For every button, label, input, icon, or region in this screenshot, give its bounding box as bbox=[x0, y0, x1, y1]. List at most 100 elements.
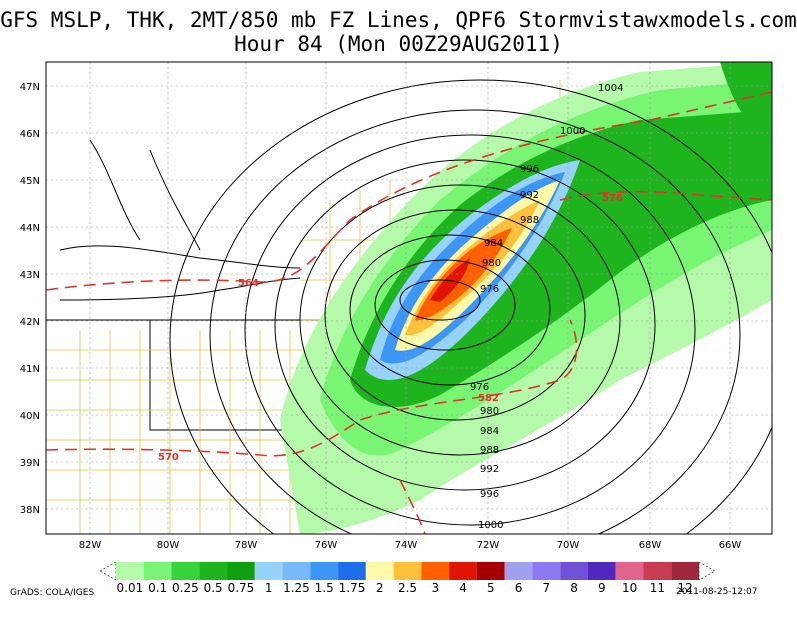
run-timestamp: 2011-08-25-12:07 bbox=[676, 587, 758, 597]
legend-value: 12 bbox=[677, 581, 692, 595]
lat-label: 45N bbox=[20, 176, 40, 187]
isobar-label: 980 bbox=[480, 406, 499, 417]
legend-value: 0.25 bbox=[172, 581, 199, 595]
legend-swatch bbox=[338, 562, 366, 580]
lat-label: 38N bbox=[20, 505, 40, 516]
lon-label: 76W bbox=[315, 540, 338, 551]
legend-labels: 0.01 0.1 0.25 0.5 0.75 1 1.25 1.5 1.75 2 2.5 3 4 5 6 7 8… bbox=[117, 581, 693, 595]
title-line-2: Hour 84 (Mon 00Z29AUG2011) bbox=[234, 32, 563, 56]
lon-label: 66W bbox=[719, 540, 742, 551]
thickness-label: 576 bbox=[602, 193, 623, 204]
title-line-1: GFS MSLP, THK, 2MT/850 mb FZ Lines, QPF6… bbox=[0, 8, 797, 32]
legend-swatch bbox=[116, 562, 144, 580]
longitude-axis: 82W 80W 78W 76W 74W 72W 70W 68W 66W bbox=[79, 540, 742, 551]
isobar-label: 980 bbox=[482, 258, 501, 269]
lat-label: 44N bbox=[20, 223, 40, 234]
legend-swatch bbox=[143, 562, 172, 580]
legend-value: 1.75 bbox=[339, 581, 366, 595]
legend-value: 10 bbox=[622, 581, 637, 595]
legend-value: 3 bbox=[431, 581, 439, 595]
thickness-label: 582 bbox=[478, 393, 499, 404]
legend-boxes bbox=[116, 562, 699, 580]
isobars bbox=[169, 79, 772, 534]
lat-label: 43N bbox=[20, 270, 40, 281]
legend-value: 0.1 bbox=[148, 581, 167, 595]
legend-swatch bbox=[615, 562, 644, 580]
lat-label: 40N bbox=[20, 411, 40, 422]
legend-swatch bbox=[421, 562, 450, 580]
lon-label: 78W bbox=[235, 540, 258, 551]
legend-value: 0.75 bbox=[228, 581, 255, 595]
legend-swatch bbox=[560, 562, 588, 580]
legend-swatch bbox=[310, 562, 339, 580]
isobar-label: 996 bbox=[520, 164, 539, 175]
legend-value: 11 bbox=[650, 581, 665, 595]
thickness-lines bbox=[46, 91, 772, 534]
legend-value: 0.5 bbox=[204, 581, 223, 595]
isobar-label: 988 bbox=[480, 445, 499, 456]
thickness-label: 570 bbox=[158, 452, 179, 463]
grid bbox=[46, 62, 772, 534]
isobar-label: 988 bbox=[520, 215, 539, 226]
legend-swatch bbox=[171, 562, 200, 580]
lat-label: 39N bbox=[20, 458, 40, 469]
grads-credit: GrADS: COLA/IGES bbox=[10, 588, 95, 598]
legend-swatch bbox=[476, 562, 505, 580]
isobar-label: 976 bbox=[480, 284, 499, 295]
legend-value: 2 bbox=[376, 581, 384, 595]
isobar-label: 992 bbox=[480, 464, 499, 475]
map-layers: 1004 1000 996 992 988 984 980 976 976 98… bbox=[46, 62, 772, 534]
legend-value: 1 bbox=[265, 581, 273, 595]
legend-swatch bbox=[227, 562, 255, 580]
legend-value: 4 bbox=[459, 581, 467, 595]
legend-swatch bbox=[643, 562, 672, 580]
isobar-label: 976 bbox=[470, 382, 489, 393]
isobar-label: 984 bbox=[480, 426, 499, 437]
legend-value: 9 bbox=[598, 581, 606, 595]
isobar-label: 1000 bbox=[560, 126, 585, 137]
lon-label: 72W bbox=[477, 540, 500, 551]
legend-swatch bbox=[532, 562, 561, 580]
isobar-label: 1004 bbox=[598, 83, 623, 94]
isobar-label: 992 bbox=[520, 190, 539, 201]
lon-label: 68W bbox=[639, 540, 662, 551]
legend-swatch bbox=[671, 562, 699, 580]
legend-swatch bbox=[504, 562, 533, 580]
qpf-shading bbox=[280, 62, 772, 534]
isobar-labels: 1004 1000 996 992 988 984 980 976 976 98… bbox=[470, 83, 623, 531]
isobar-label: 984 bbox=[484, 238, 503, 249]
thickness-label: 564 bbox=[238, 278, 259, 289]
lon-label: 74W bbox=[395, 540, 418, 551]
legend-swatch bbox=[587, 562, 616, 580]
legend-swatch bbox=[282, 562, 311, 580]
legend-value: 1.5 bbox=[315, 581, 334, 595]
legend-value: 1.25 bbox=[283, 581, 310, 595]
lon-label: 70W bbox=[557, 540, 580, 551]
coastlines bbox=[46, 139, 346, 491]
lat-label: 47N bbox=[20, 82, 40, 93]
latitude-axis: 47N 46N 45N 44N 43N 42N 41N 40N 39N 38N bbox=[20, 82, 40, 516]
isobar-label: 1000 bbox=[478, 520, 503, 531]
isobar-label: 996 bbox=[480, 489, 499, 500]
legend-value: 5 bbox=[487, 581, 495, 595]
qpf-legend: 0.01 0.1 0.25 0.5 0.75 1 1.25 1.5 1.75 2 2.5 3 4 5 6 7 8… bbox=[99, 561, 716, 595]
legend-value: 8 bbox=[570, 581, 578, 595]
lat-label: 42N bbox=[20, 317, 40, 328]
legend-swatch bbox=[449, 562, 477, 580]
legend-swatch bbox=[254, 562, 283, 580]
legend-right-arrow bbox=[698, 561, 716, 581]
legend-value: 2.5 bbox=[398, 581, 417, 595]
lon-label: 80W bbox=[157, 540, 180, 551]
map-border bbox=[45, 61, 773, 535]
legend-swatch bbox=[393, 562, 422, 580]
lon-label: 82W bbox=[79, 540, 102, 551]
legend-value: 7 bbox=[542, 581, 550, 595]
legend-swatch bbox=[199, 562, 228, 580]
legend-value: 6 bbox=[515, 581, 523, 595]
lat-label: 41N bbox=[20, 364, 40, 375]
lat-label: 46N bbox=[20, 129, 40, 140]
thickness-labels: 564 576 582 570 bbox=[158, 193, 623, 463]
legend-swatch bbox=[365, 562, 394, 580]
legend-value: 0.01 bbox=[117, 581, 144, 595]
